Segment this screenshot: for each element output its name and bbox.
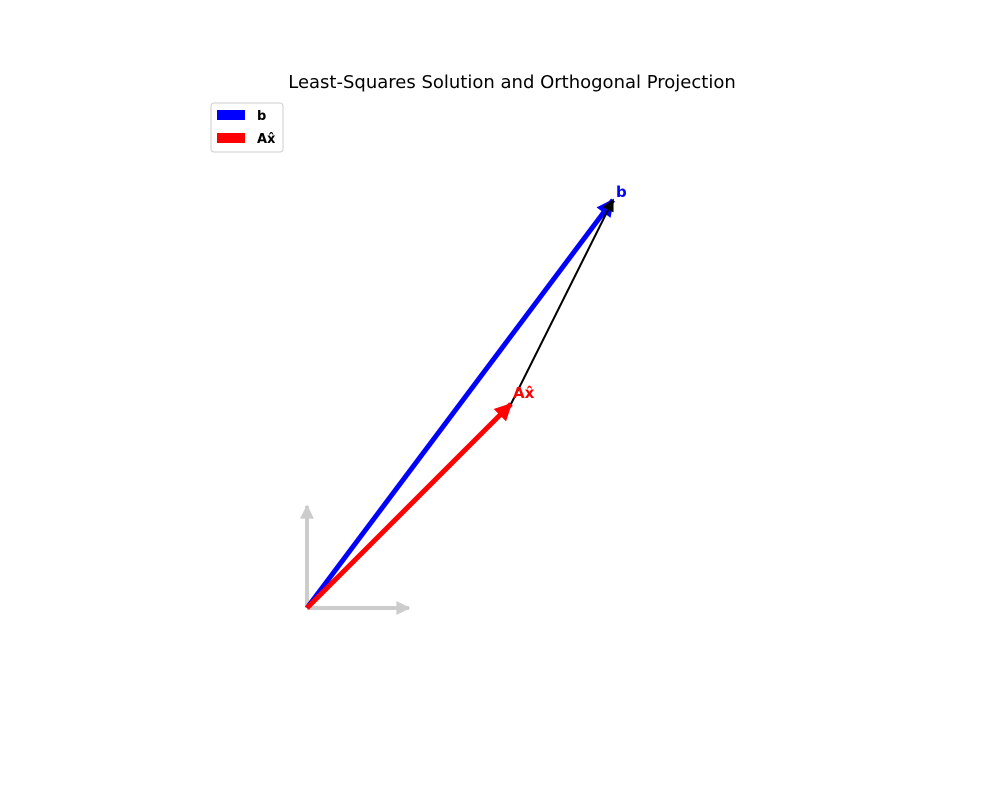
legend-swatch-b — [217, 110, 245, 120]
residual-vector — [511, 200, 613, 404]
vector-b-label: b — [616, 183, 627, 201]
vector-ax-hat-label: Ax̂ — [513, 384, 535, 402]
vector-b — [307, 200, 613, 608]
legend: b Ax̂ — [211, 103, 283, 152]
vector-ax-hat — [307, 404, 511, 608]
legend-label-ax-hat: Ax̂ — [257, 132, 276, 147]
chart-title: Least-Squares Solution and Orthogonal Pr… — [288, 72, 736, 93]
legend-swatch-ax-hat — [217, 133, 245, 143]
legend-label-b: b — [257, 109, 266, 124]
